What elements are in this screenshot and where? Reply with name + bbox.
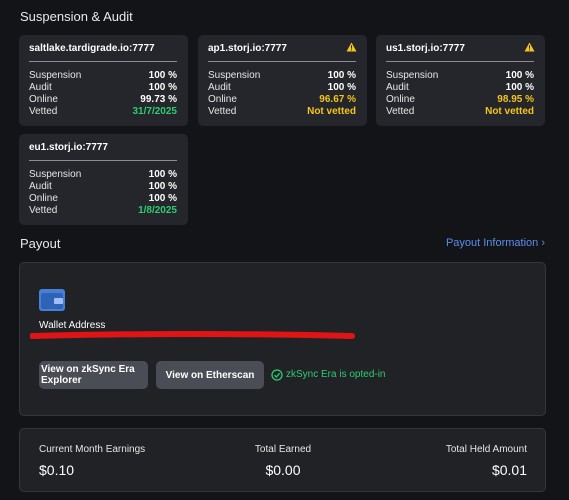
metric-value: 99.73 % [140,94,177,105]
earnings-value: $0.01 [491,462,527,478]
metric-value: 96.67 % [319,94,356,105]
metric-label: Audit [29,82,52,93]
metric-label: Online [29,193,58,204]
earnings-label: Total Held Amount [445,444,527,455]
separator [29,61,177,62]
satellite-card: ap1.storj.io:7777 Suspension 100 % Audit 100… [198,35,367,126]
metric-value: 100 % [505,70,534,81]
metric-value: 1/8/2025 [138,205,177,216]
warning-icon [524,42,535,52]
metric-label: Audit [386,82,409,93]
wallet-panel: Wallet Address View on zkSync Era Explor… [19,262,546,416]
metric-label: Audit [29,181,52,192]
metric-label: Online [29,94,58,105]
metric-label: Audit [208,82,231,93]
satellite-name: ap1.storj.io:7777 [208,43,287,54]
metric-value: 100 % [148,169,177,180]
check-icon [271,369,283,381]
warning-icon [346,42,357,52]
metric-label: Suspension [208,70,261,81]
metric-label: Suspension [29,70,82,81]
earnings-label: Total Earned [254,444,312,455]
metric-label: Vetted [386,106,415,117]
metric-value: 100 % [148,82,177,93]
metric-label: Online [386,94,415,105]
metric-row: Suspension 100 % [208,70,356,82]
wallet-icon [39,289,65,311]
metric-value: Not vetted [485,106,534,117]
payout-info-link[interactable]: Payout Information › [445,237,545,249]
satellite-name: saltlake.tardigrade.io:7777 [29,43,155,54]
separator [208,61,356,62]
satellite-card: us1.storj.io:7777 Suspension 100 % Audit 100… [376,35,545,126]
metric-value: 100 % [327,82,356,93]
metric-label: Vetted [208,106,237,117]
separator [386,61,534,62]
opt-in-status: zkSync Era is opted-in [286,369,386,380]
metric-row: Audit 100 % [29,181,177,193]
metric-row: Vetted Not vetted [208,106,356,118]
metric-row: Vetted 1/8/2025 [29,205,177,217]
separator [29,160,177,161]
earnings-value: $0.00 [265,462,301,478]
redaction [30,331,355,339]
metric-value: 100 % [505,82,534,93]
metric-value: 100 % [148,193,177,204]
wallet-label: Wallet Address [39,320,106,331]
satellite-name: us1.storj.io:7777 [386,43,465,54]
metric-row: Online 96.67 % [208,94,356,106]
metric-value: 98.95 % [497,94,534,105]
metric-label: Vetted [29,106,58,117]
metric-value: Not vetted [307,106,356,117]
section-title: Payout [20,236,61,251]
metric-label: Online [208,94,237,105]
section-title: Suspension & Audit [20,9,133,24]
metric-row: Audit 100 % [386,82,534,94]
metric-label: Suspension [386,70,439,81]
metric-value: 31/7/2025 [132,106,178,117]
metric-row: Vetted 31/7/2025 [29,106,177,118]
earnings-panel: Current Month Earnings $0.10 Total Earned $… [19,428,546,492]
earnings-item: Total Held Amount $0.01 [446,444,527,478]
metric-value: 100 % [327,70,356,81]
metric-value: 100 % [148,70,177,81]
explorer-button[interactable]: View on zkSync Era Explorer [39,361,148,389]
metric-row: Suspension 100 % [386,70,534,82]
metric-row: Online 100 % [29,193,177,205]
satellite-name: eu1.storj.io:7777 [29,142,108,153]
satellite-card: eu1.storj.io:7777 Suspension 100 % Audit 100… [19,134,188,225]
metric-row: Suspension 100 % [29,70,177,82]
metric-row: Online 98.95 % [386,94,534,106]
earnings-value: $0.10 [39,462,75,478]
metric-row: Audit 100 % [208,82,356,94]
earnings-item: Total Earned $0.00 [223,444,343,478]
earnings-item: Current Month Earnings $0.10 [39,444,145,478]
metric-label: Suspension [29,169,82,180]
earnings-label: Current Month Earnings [39,444,146,455]
metric-row: Online 99.73 % [29,94,177,106]
etherscan-button[interactable]: View on Etherscan [156,361,264,389]
metric-row: Suspension 100 % [29,169,177,181]
metric-row: Audit 100 % [29,82,177,94]
metric-value: 100 % [148,181,177,192]
metric-label: Vetted [29,205,58,216]
satellite-card: saltlake.tardigrade.io:7777 Suspension 100… [19,35,188,126]
metric-row: Vetted Not vetted [386,106,534,118]
